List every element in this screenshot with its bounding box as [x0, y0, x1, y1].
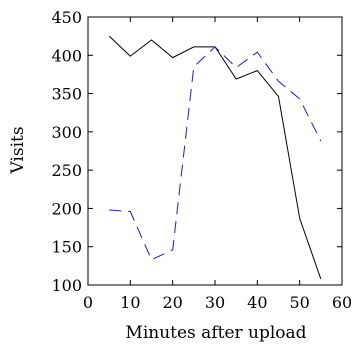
- y-tick-label: 250: [51, 161, 82, 180]
- series-line-1: [108, 35, 322, 280]
- plot-area: [87, 16, 343, 286]
- y-tick-label: 350: [51, 85, 82, 104]
- y-tick-label: 200: [51, 199, 82, 218]
- x-axis-label: Minutes after upload: [125, 323, 306, 343]
- y-tick-label: 450: [51, 8, 82, 27]
- plot-frame: [87, 16, 343, 286]
- x-tick-label: 30: [205, 293, 225, 312]
- y-axis-label: Visits: [8, 126, 28, 174]
- x-tick-label: 10: [120, 293, 140, 312]
- axes: 0 10 20 30 40 50 60 100 150 200 250 300 350 400 450: [51, 8, 352, 312]
- series-group: [108, 35, 322, 280]
- y-tick-label: 400: [51, 46, 82, 65]
- x-tick-label: 40: [247, 293, 267, 312]
- x-tick-label: 20: [162, 293, 182, 312]
- y-tick-label: 100: [51, 276, 82, 295]
- x-tick-label: 0: [83, 293, 93, 312]
- x-tick-label: 60: [332, 293, 352, 312]
- series-line-2: [109, 46, 322, 261]
- y-tick-label: 150: [51, 238, 82, 257]
- x-tick-label: 50: [289, 293, 309, 312]
- y-tick-label: 300: [51, 123, 82, 142]
